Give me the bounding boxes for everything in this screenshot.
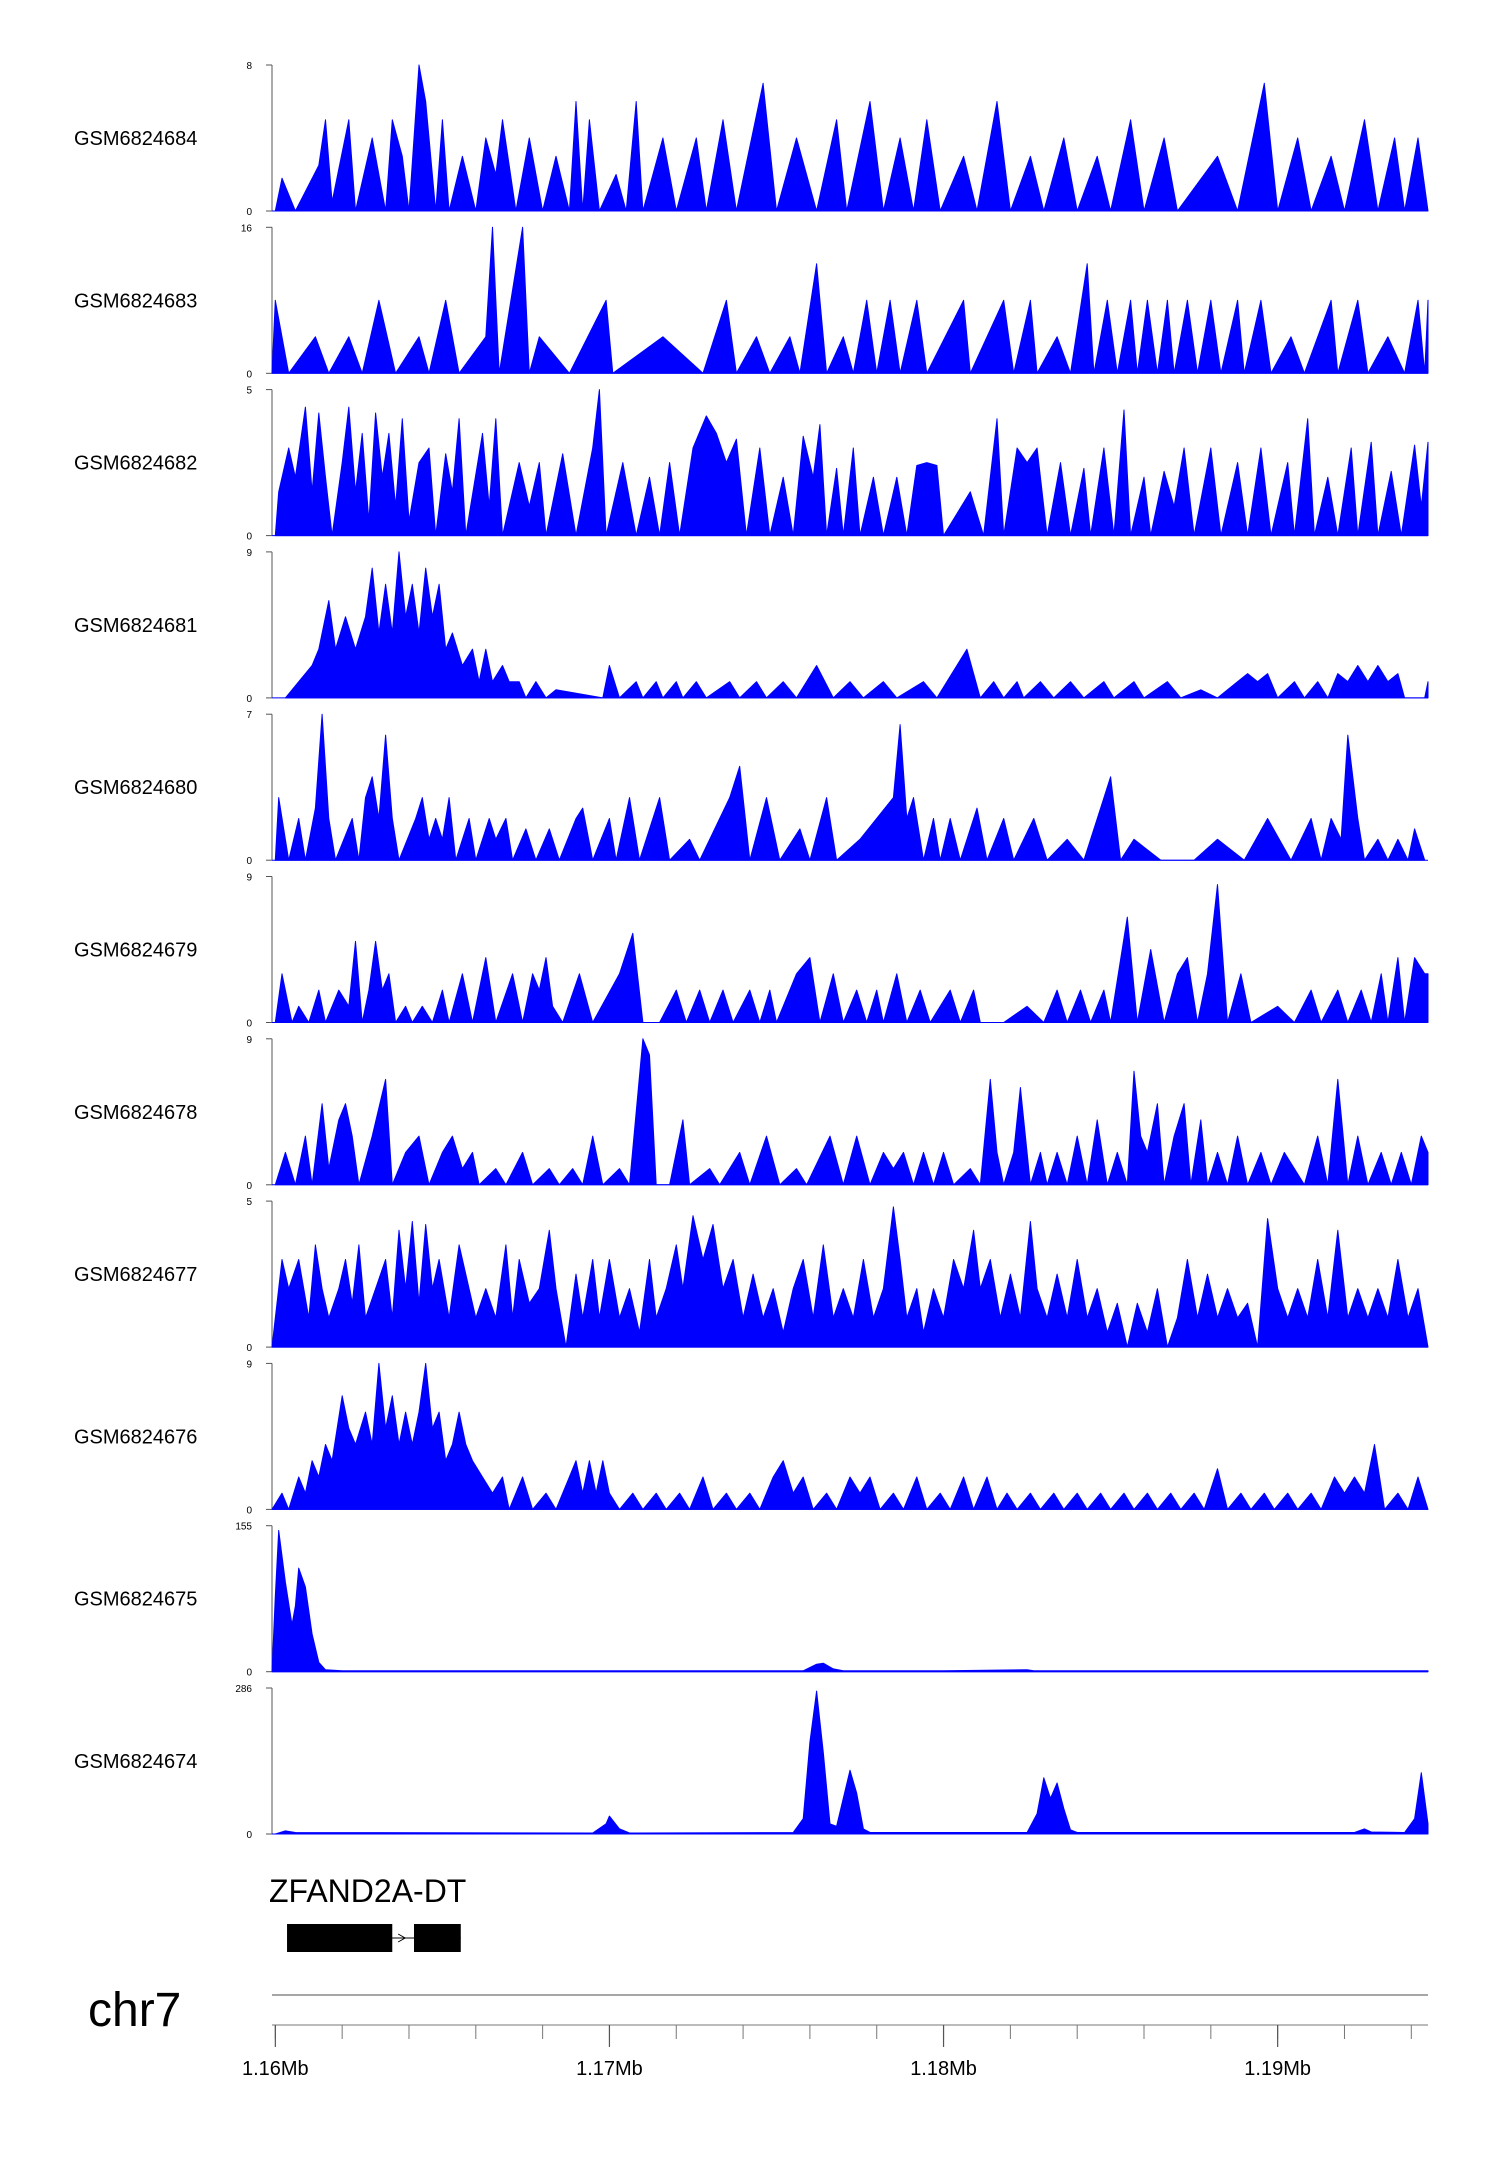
y-axis-max-label: 9 — [246, 873, 252, 884]
track-label: GSM6824677 — [74, 1264, 197, 1286]
signal-area — [274, 64, 1429, 212]
y-axis-min-label: 0 — [246, 1181, 252, 1192]
y-axis-min-label: 0 — [246, 1505, 252, 1516]
x-axis-tick-label: 1.17Mb — [576, 2058, 643, 2080]
y-axis-max-label: 9 — [246, 1359, 252, 1370]
y-axis-min-label: 0 — [246, 369, 252, 380]
x-axis-tick-label: 1.16Mb — [242, 2058, 309, 2080]
y-axis-max-label: 5 — [246, 1197, 252, 1208]
track-label: GSM6824683 — [74, 290, 197, 312]
y-axis-min-label: 0 — [246, 1830, 252, 1841]
chromosome-label: chr7 — [88, 1984, 181, 2037]
track-GSM6824684: GSM6824684 8 0 — [74, 61, 1429, 218]
track-label: GSM6824676 — [74, 1426, 197, 1448]
y-axis-max-label: 9 — [246, 1035, 252, 1046]
track-GSM6824675: GSM6824675 155 0 — [74, 1522, 1429, 1679]
y-axis-min-label: 0 — [246, 1668, 252, 1679]
y-axis-min-label: 0 — [246, 207, 252, 218]
track-GSM6824679: GSM6824679 9 0 — [74, 873, 1429, 1030]
track-label: GSM6824684 — [74, 128, 197, 150]
signal-area — [271, 1529, 1429, 1673]
signal-area — [284, 551, 1429, 699]
track-GSM6824683: GSM6824683 16 0 — [74, 223, 1429, 380]
track-GSM6824677: GSM6824677 5 0 — [74, 1197, 1429, 1354]
track-label: GSM6824680 — [74, 777, 197, 799]
signal-area — [271, 226, 1429, 374]
y-axis-max-label: 5 — [246, 386, 252, 397]
track-GSM6824682: GSM6824682 5 0 — [74, 386, 1429, 543]
y-axis-min-label: 0 — [246, 694, 252, 705]
signal-area — [274, 389, 1429, 537]
track-GSM6824674: GSM6824674 286 0 — [74, 1684, 1429, 1841]
exon-block — [413, 1924, 461, 1952]
track-label: GSM6824674 — [74, 1751, 197, 1773]
gene-name-label: ZFAND2A-DT — [269, 1873, 466, 1909]
y-axis-min-label: 0 — [246, 1019, 252, 1030]
signal-area — [274, 1690, 1429, 1835]
track-label: GSM6824675 — [74, 1589, 197, 1611]
track-GSM6824680: GSM6824680 7 0 — [74, 710, 1428, 867]
y-axis-max-label: 7 — [246, 710, 252, 721]
y-axis-max-label: 9 — [246, 548, 252, 559]
track-GSM6824676: GSM6824676 9 0 — [74, 1359, 1429, 1516]
exon-block — [287, 1924, 393, 1952]
strand-arrow-icon — [397, 1933, 407, 1943]
signal-area — [274, 1038, 1429, 1186]
y-axis-min-label: 0 — [246, 1343, 252, 1354]
signal-area — [274, 713, 1426, 861]
y-axis-max-label: 155 — [235, 1522, 252, 1533]
y-axis-max-label: 16 — [241, 223, 253, 234]
signal-tracks: GSM682468480GSM6824683160GSM682468250GSM… — [74, 61, 1429, 1841]
y-axis-min-label: 0 — [246, 856, 252, 867]
track-label: GSM6824678 — [74, 1102, 197, 1124]
gene-annotation-track: ZFAND2A-DT — [269, 1873, 466, 1952]
track-GSM6824678: GSM6824678 9 0 — [74, 1035, 1429, 1192]
signal-area — [274, 884, 1429, 1023]
signal-area — [271, 1362, 1429, 1510]
track-GSM6824681: GSM6824681 9 0 — [74, 548, 1429, 705]
x-axis-tick-label: 1.19Mb — [1244, 2058, 1311, 2080]
x-axis-tick-label: 1.18Mb — [910, 2058, 977, 2080]
track-label: GSM6824682 — [74, 453, 197, 475]
y-axis-min-label: 0 — [246, 532, 252, 543]
y-axis-max-label: 286 — [235, 1684, 252, 1695]
track-label: GSM6824681 — [74, 615, 197, 637]
signal-area — [271, 1206, 1429, 1348]
genomic-axis: chr7 1.16Mb 1.17Mb 1.18Mb 1.19Mb — [88, 1984, 1428, 2080]
y-axis-max-label: 8 — [246, 61, 252, 72]
track-label: GSM6824679 — [74, 940, 197, 962]
